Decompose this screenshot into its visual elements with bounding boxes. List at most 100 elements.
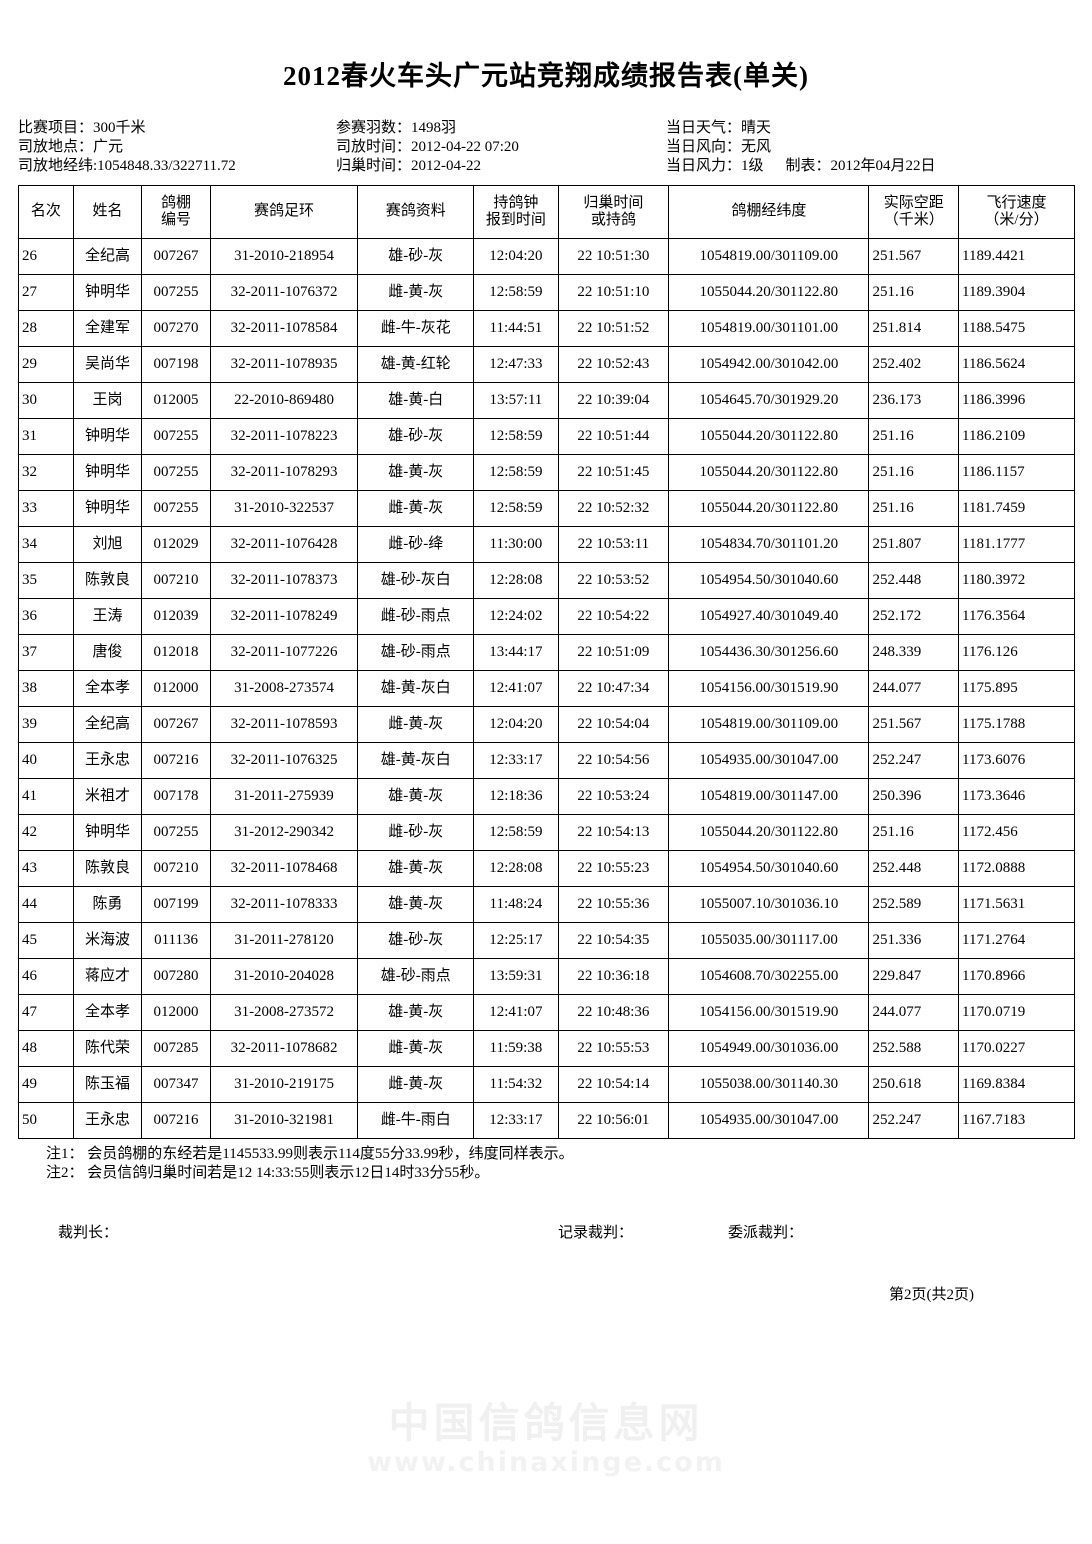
cell-ring: 32-2011-1077226 (209, 633, 359, 671)
cell-rank: 40 (18, 741, 74, 779)
cell-distance: 251.16 (868, 489, 960, 527)
cell-return-time: 22 10:51:09 (557, 633, 670, 671)
cell-loft-coordinates: 1054954.50/301040.60 (668, 561, 870, 599)
watermark-chinese-text: 中国信鸽信息网 (388, 1399, 704, 1447)
cell-distance: 251.16 (868, 453, 960, 491)
header-loft-line2: 编号 (161, 211, 192, 228)
header-ring: 赛鸽足环 (209, 184, 359, 239)
cell-ring: 31-2012-290342 (209, 813, 359, 851)
cell-loft-coordinates: 1055038.00/301140.30 (668, 1065, 870, 1103)
cell-distance: 229.847 (868, 957, 960, 995)
cell-rank: 28 (18, 309, 74, 347)
cell-return-time: 22 10:47:34 (557, 669, 670, 707)
cell-pigeon-info: 雄-黄-灰 (357, 453, 475, 491)
table-row: 37 唐俊 012018 32-2011-1077226 雄-砂-雨点 13:44:17 2… (18, 633, 1075, 671)
cell-rank: 50 (18, 1101, 74, 1139)
cell-name: 陈玉福 (72, 1065, 143, 1103)
cell-speed: 1175.1788 (958, 705, 1075, 743)
cell-name: 钟明华 (72, 453, 143, 491)
cell-ring: 32-2011-1078935 (209, 345, 359, 383)
results-table: 名次 姓名 鸽棚 编号 赛鸽足环 赛鸽资料 持鸽钟 报到时间 归巢时间 或持鸽 … (18, 184, 1075, 1139)
cell-loft-number: 012039 (141, 597, 211, 635)
cell-loft-number: 007347 (141, 1065, 211, 1103)
cell-pigeon-info: 雌-牛-灰花 (357, 309, 475, 347)
cell-name: 全本孝 (72, 993, 143, 1031)
signature-chief-judge: 裁判长： (58, 1224, 119, 1241)
table-row: 36 王涛 012039 32-2011-1078249 雌-砂-雨点 12:24:02 2… (18, 597, 1075, 635)
cell-distance: 252.588 (868, 1029, 960, 1067)
cell-speed: 1171.5631 (958, 885, 1075, 923)
cell-rank: 48 (18, 1029, 74, 1067)
cell-return-time: 22 10:54:22 (557, 597, 670, 635)
cell-name: 唐俊 (72, 633, 143, 671)
cell-distance: 252.589 (868, 885, 960, 923)
cell-loft-number: 007280 (141, 957, 211, 995)
cell-speed: 1188.5475 (958, 309, 1075, 347)
cell-loft-coordinates: 1055035.00/301117.00 (668, 921, 870, 959)
header-distance: 实际空距 （千米） (868, 184, 960, 239)
cell-speed: 1186.3996 (958, 381, 1075, 419)
cell-name: 陈敦良 (72, 849, 143, 887)
cell-speed: 1181.1777 (958, 525, 1075, 563)
cell-loft-coordinates: 1054935.00/301047.00 (668, 741, 870, 779)
cell-clock-time: 13:57:11 (473, 381, 559, 419)
table-row: 38 全本孝 012000 31-2008-273574 雄-黄-灰白 12:41:07 2… (18, 669, 1075, 707)
cell-clock-time: 12:58:59 (473, 489, 559, 527)
header-loft-number: 鸽棚 编号 (141, 184, 211, 239)
cell-loft-number: 007255 (141, 489, 211, 527)
table-row: 46 蒋应才 007280 31-2010-204028 雄-砂-雨点 13:59:31 2… (18, 957, 1075, 995)
meta-row-3: 司放地经纬:1054848.33/322711.72 归巢时间：2012-04-… (18, 157, 1074, 176)
cell-speed: 1176.3564 (958, 597, 1075, 635)
signature-block: 裁判长： 记录裁判： 委派裁判： (18, 1221, 1074, 1251)
cell-name: 王涛 (72, 597, 143, 635)
cell-clock-time: 13:59:31 (473, 957, 559, 995)
cell-loft-coordinates: 1054819.00/301101.00 (668, 309, 870, 347)
cell-ring: 32-2011-1076428 (209, 525, 359, 563)
cell-pigeon-info: 雄-砂-灰 (357, 417, 475, 455)
cell-pigeon-info: 雌-黄-灰 (357, 489, 475, 527)
cell-return-time: 22 10:55:36 (557, 885, 670, 923)
cell-speed: 1186.2109 (958, 417, 1075, 455)
cell-rank: 42 (18, 813, 74, 851)
cell-pigeon-info: 雌-砂-灰 (357, 813, 475, 851)
cell-speed: 1167.7183 (958, 1101, 1075, 1139)
cell-loft-number: 007216 (141, 1101, 211, 1139)
cell-name: 钟明华 (72, 273, 143, 311)
cell-clock-time: 12:04:20 (473, 237, 559, 275)
cell-speed: 1173.3646 (958, 777, 1075, 815)
cell-loft-number: 007198 (141, 345, 211, 383)
meta-release-place: 司放地点：广元 (18, 138, 124, 155)
cell-speed: 1169.8384 (958, 1065, 1075, 1103)
cell-name: 全本孝 (72, 669, 143, 707)
notes-block: 注1： 会员鸽棚的东经若是1145533.99则表示114度55分33.99秒，… (18, 1145, 1074, 1183)
cell-clock-time: 12:58:59 (473, 417, 559, 455)
meta-release-time: 司放时间：2012-04-22 07:20 (336, 138, 519, 155)
table-row: 42 钟明华 007255 31-2012-290342 雌-砂-灰 12:58:59 22… (18, 813, 1075, 851)
cell-speed: 1172.456 (958, 813, 1075, 851)
cell-loft-number: 007199 (141, 885, 211, 923)
cell-pigeon-info: 雄-黄-灰白 (357, 741, 475, 779)
cell-clock-time: 12:24:02 (473, 597, 559, 635)
cell-ring: 32-2011-1076372 (209, 273, 359, 311)
cell-loft-coordinates: 1054927.40/301049.40 (668, 597, 870, 635)
cell-clock-time: 11:59:38 (473, 1029, 559, 1067)
cell-speed: 1170.8966 (958, 957, 1075, 995)
cell-clock-time: 12:25:17 (473, 921, 559, 959)
table-row: 27 钟明华 007255 32-2011-1076372 雌-黄-灰 12:58:59 2… (18, 273, 1075, 311)
table-row: 32 钟明华 007255 32-2011-1078293 雄-黄-灰 12:58:59 2… (18, 453, 1075, 491)
cell-speed: 1172.0888 (958, 849, 1075, 887)
cell-rank: 26 (18, 237, 74, 275)
cell-ring: 31-2010-322537 (209, 489, 359, 527)
cell-ring: 32-2011-1078593 (209, 705, 359, 743)
cell-distance: 236.173 (868, 381, 960, 419)
cell-pigeon-info: 雌-黄-灰 (357, 1065, 475, 1103)
cell-pigeon-info: 雄-黄-红轮 (357, 345, 475, 383)
cell-ring: 32-2011-1078682 (209, 1029, 359, 1067)
header-clock-line1: 持鸽钟 (493, 194, 539, 211)
cell-ring: 31-2008-273572 (209, 993, 359, 1031)
cell-ring: 32-2011-1076325 (209, 741, 359, 779)
cell-rank: 29 (18, 345, 74, 383)
cell-return-time: 22 10:53:52 (557, 561, 670, 599)
cell-distance: 248.339 (868, 633, 960, 671)
cell-loft-number: 007255 (141, 453, 211, 491)
